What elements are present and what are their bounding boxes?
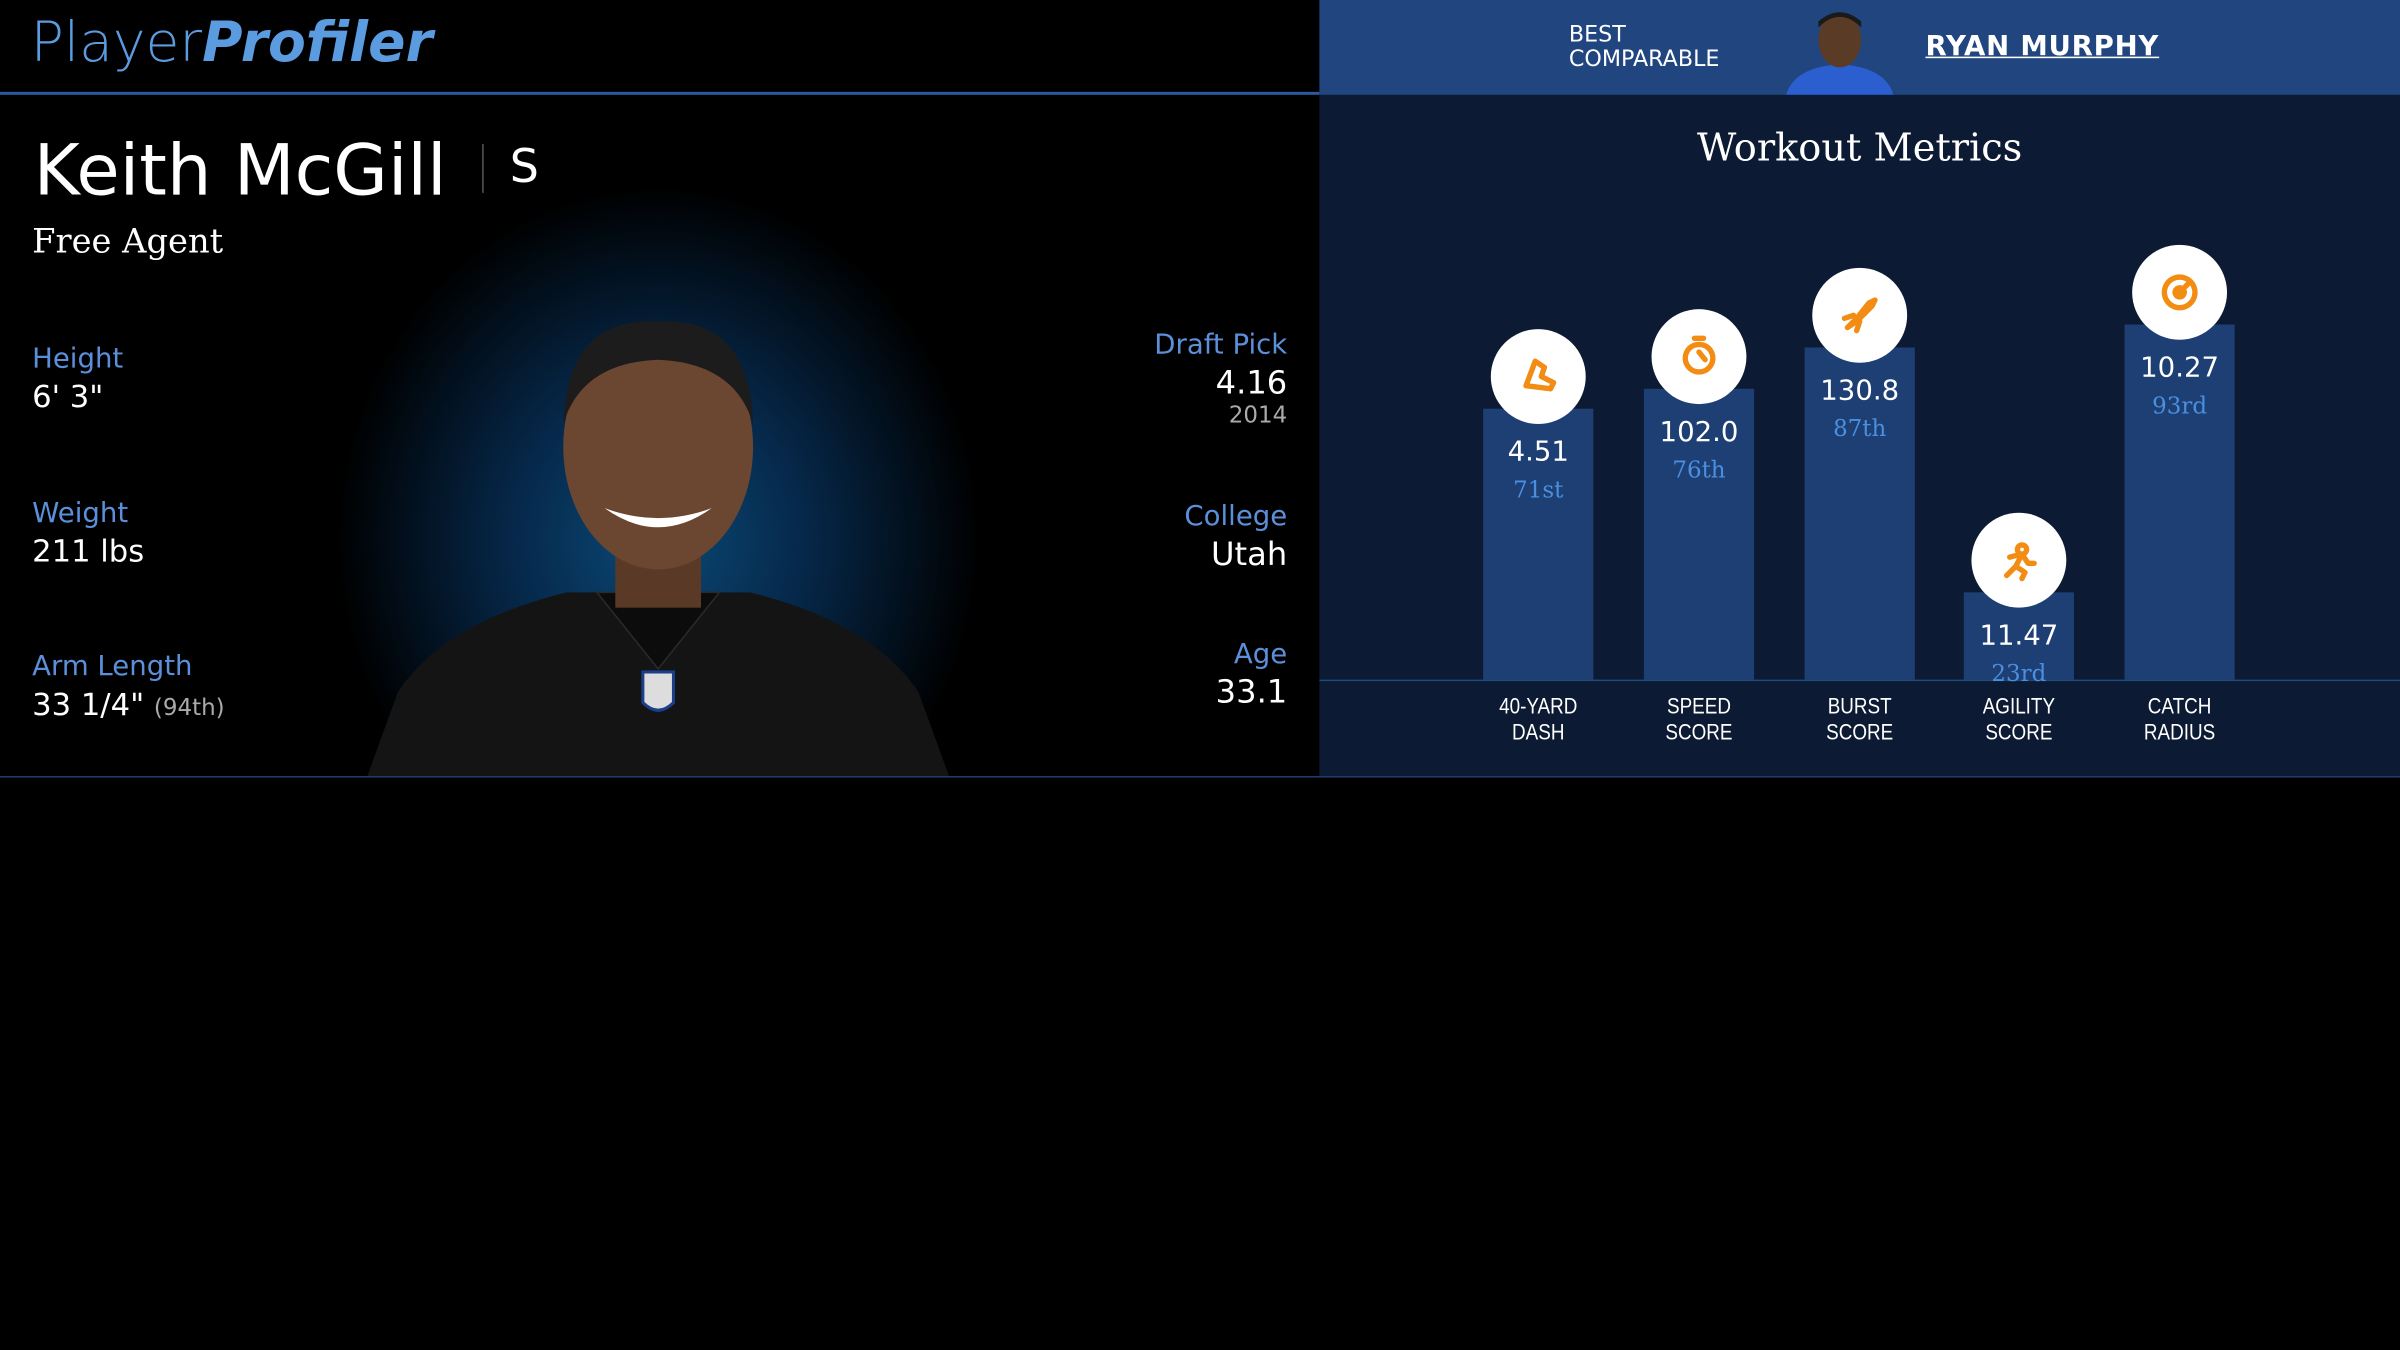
- category-label: SPEED SCORE: [1665, 694, 1733, 746]
- category-label: BURST SCORE: [1826, 694, 1894, 746]
- metric-value: 11.47: [1979, 619, 2059, 652]
- category-label: CATCH RADIUS: [2143, 694, 2216, 746]
- stat-value-text: 33.1: [1215, 673, 1288, 711]
- metric-value: 130.8: [1820, 374, 1900, 407]
- stat-label: Height: [32, 342, 124, 375]
- metric-icon: [2132, 244, 2228, 340]
- player-photo: [367, 321, 949, 777]
- player-panel: Keith McGill S Free Agent Height 6' 3" Wei…: [0, 94, 1320, 777]
- stat-value-text: Utah: [1211, 535, 1288, 573]
- stat: Draft Pick 4.16 2014: [1154, 329, 1287, 428]
- percentile-label: 71st: [1513, 475, 1564, 503]
- bar: [2124, 323, 2235, 680]
- percentile-label: 23rd: [1991, 658, 2047, 687]
- stat-value: 33 1/4" (94th): [32, 686, 224, 723]
- stat-note: (94th): [153, 693, 225, 721]
- bottom-border: [0, 776, 2400, 778]
- header-right: BEST COMPARABLE RYAN MURPHY: [1319, 0, 2400, 95]
- stat: Weight 211 lbs: [32, 497, 144, 569]
- percentile-label: 87th: [1833, 414, 1887, 442]
- metric-value: 4.51: [1507, 435, 1569, 468]
- logo-bold: Profiler: [202, 12, 433, 75]
- metric-icon: [1651, 309, 1747, 405]
- stat-label: Weight: [32, 497, 129, 530]
- player-status: Free Agent: [32, 223, 224, 262]
- metric-icon: [1971, 511, 2067, 607]
- chart-title: Workout Metrics: [1697, 125, 2023, 170]
- percentile-label: 76th: [1672, 456, 1726, 484]
- stat-label: Draft Pick: [1154, 329, 1288, 362]
- stat: Arm Length 33 1/4" (94th): [32, 651, 224, 723]
- stat-label: College: [1184, 500, 1288, 533]
- stat-value: 211 lbs: [32, 533, 144, 570]
- bar: [1643, 388, 1755, 680]
- bar: [1804, 346, 1915, 680]
- stat-value-text: 33 1/4": [32, 685, 145, 723]
- metric-icon: [1490, 328, 1586, 424]
- metric-value: 102.0: [1659, 416, 1739, 449]
- workout-panel: Workout Metrics 4.51 71st 40-YARD DASH 102.…: [1319, 94, 2400, 777]
- divider: [482, 143, 484, 193]
- percentile-label: 93rd: [2152, 391, 2208, 419]
- comparable-label: BEST COMPARABLE: [1568, 22, 1720, 72]
- logo-light: Player: [30, 12, 203, 75]
- baseline: [1319, 679, 2400, 682]
- stat: Age 33.1: [1216, 638, 1288, 710]
- stat-value: 33.1: [1216, 673, 1288, 710]
- category-label: 40-YARD DASH: [1499, 694, 1578, 746]
- stat-label: Age: [1233, 638, 1288, 671]
- stat-note: 2014: [1228, 401, 1288, 429]
- metric-icon: [1812, 267, 1908, 362]
- stat-value-text: 211 lbs: [32, 532, 145, 570]
- logo[interactable]: PlayerProfiler: [31, 12, 433, 75]
- comparable-avatar: [1786, 12, 1894, 95]
- player-position: S: [509, 140, 539, 195]
- player-name: Keith McGill: [33, 128, 447, 212]
- stat-value-text: 6' 3": [32, 378, 104, 415]
- stat-value: 4.16: [1154, 364, 1288, 402]
- bar: [1483, 407, 1594, 680]
- stat-value-text: 4.16: [1215, 364, 1288, 402]
- metric-value: 10.27: [2140, 351, 2220, 384]
- stat-label: Arm Length: [32, 650, 193, 683]
- stat-value: 6' 3": [32, 378, 123, 415]
- stat-value: Utah: [1184, 536, 1287, 573]
- comparable-name[interactable]: RYAN MURPHY: [1925, 30, 2160, 63]
- stat: Height 6' 3": [32, 343, 123, 415]
- header-left: PlayerProfiler: [0, 0, 1320, 95]
- stat: College Utah: [1184, 501, 1287, 573]
- category-label: AGILITY SCORE: [1982, 694, 2056, 746]
